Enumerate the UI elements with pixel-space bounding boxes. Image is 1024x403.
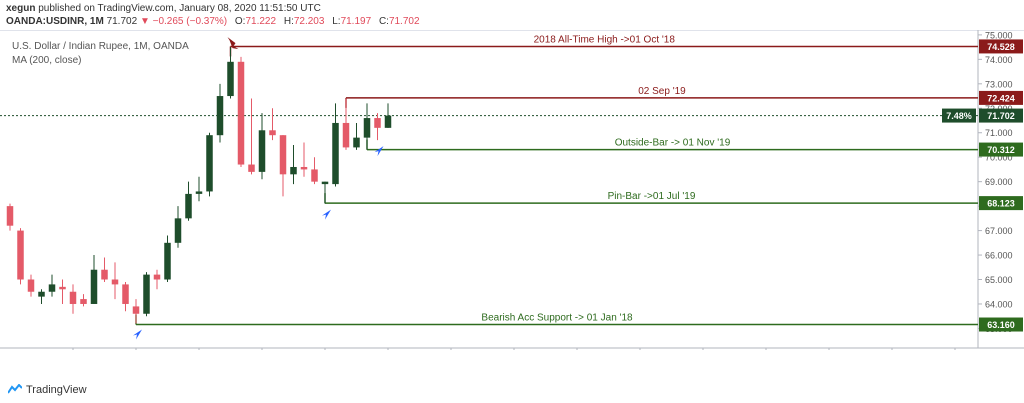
change-arrow-icon: ▼	[139, 16, 150, 27]
low-label: L:	[332, 16, 341, 27]
candle-down[interactable]	[374, 118, 381, 128]
candle-up[interactable]	[353, 137, 360, 148]
level-price-text: 70.312	[987, 145, 1015, 155]
level-price-text: 68.123	[987, 199, 1015, 209]
y-tick-label: 73.000	[985, 79, 1013, 89]
candle-down[interactable]	[111, 279, 119, 285]
candle-down[interactable]	[342, 122, 350, 148]
candle-up[interactable]	[90, 269, 98, 304]
level-label: 02 Sep '19	[638, 86, 686, 97]
candle-up[interactable]	[164, 242, 171, 280]
author-name[interactable]: xegun	[6, 3, 36, 14]
candle-down[interactable]	[153, 274, 161, 280]
candle-up[interactable]	[48, 284, 56, 292]
candle-up[interactable]	[363, 118, 371, 138]
sell-signal-arrow-icon[interactable]	[227, 37, 239, 50]
level-label: 2018 All-Time High ->01 Oct '18	[534, 34, 676, 45]
y-tick-label: 65.000	[985, 275, 1013, 285]
candle-up[interactable]	[216, 96, 224, 136]
candle-down[interactable]	[17, 230, 24, 280]
chart-legend: U.S. Dollar / Indian Rupee, 1M, OANDA MA…	[12, 40, 189, 68]
legend-title: U.S. Dollar / Indian Rupee, 1M, OANDA	[12, 41, 189, 52]
open-value: 71.222	[245, 16, 277, 27]
buy-signal-arrow-icon[interactable]	[322, 209, 331, 220]
y-tick-label: 74.000	[985, 55, 1013, 65]
level-price-text: 72.424	[987, 93, 1015, 103]
close-value: 71.702	[388, 16, 420, 27]
candle-down[interactable]	[237, 61, 245, 165]
level-price-tag	[979, 142, 1023, 157]
high-label: H:	[283, 16, 294, 27]
low-value: 71.197	[340, 16, 372, 27]
candle-down[interactable]	[6, 206, 14, 226]
chart-header: xegun published on TradingView.com, Janu…	[0, 0, 1024, 31]
legend-indicator[interactable]: MA (200, close)	[12, 55, 82, 66]
candle-up[interactable]	[227, 61, 234, 97]
y-tick-label: 69.000	[985, 177, 1013, 187]
candle-up[interactable]	[206, 135, 213, 192]
chart-footer: TradingView	[0, 379, 1024, 403]
candle-down[interactable]	[279, 135, 287, 175]
level-price-tag	[979, 90, 1023, 105]
candle-down[interactable]	[311, 169, 318, 182]
price-chart[interactable]: 63.00064.00065.00066.00067.00068.00069.0…	[0, 30, 1024, 350]
y-tick-label: 71.000	[985, 128, 1013, 138]
tradingview-logo-icon	[8, 384, 22, 394]
current-price-tag	[979, 108, 1023, 123]
candle-down[interactable]	[269, 130, 276, 136]
ohlc-line: OANDA:USDINR, 1M 71.702 ▼ −0.265 (−0.37%…	[6, 16, 420, 27]
candle-down[interactable]	[122, 284, 129, 304]
candle-down[interactable]	[248, 164, 255, 172]
brand-name: TradingView	[26, 384, 87, 396]
change-percent-tag	[942, 108, 976, 123]
candle-down[interactable]	[132, 306, 140, 314]
candle-down[interactable]	[59, 286, 66, 290]
y-tick-label: 75.000	[985, 30, 1013, 40]
buy-signal-arrow-icon[interactable]	[374, 146, 384, 157]
candle-up[interactable]	[185, 193, 192, 219]
buy-signal-arrow-icon[interactable]	[133, 329, 142, 340]
candle-up[interactable]	[195, 191, 203, 194]
level-label: Bearish Acc Support -> 01 Jan '18	[481, 313, 633, 324]
close-label: C:	[378, 16, 389, 27]
symbol-label: OANDA:USDINR, 1M	[6, 16, 104, 27]
candle-up[interactable]	[290, 166, 297, 175]
y-tick-label: 70.000	[985, 153, 1013, 163]
candle-down[interactable]	[69, 291, 77, 304]
y-tick-label: 64.000	[985, 299, 1013, 309]
level-price-text: 63.160	[987, 320, 1015, 330]
candle-up[interactable]	[143, 274, 150, 314]
candle-up[interactable]	[174, 218, 182, 243]
candle-up[interactable]	[38, 291, 45, 297]
publish-line: xegun published on TradingView.com, Janu…	[6, 3, 321, 14]
candle-up[interactable]	[384, 115, 392, 128]
tradingview-logo[interactable]: TradingView	[8, 384, 87, 396]
level-label: Outside-Bar -> 01 Nov '19	[615, 138, 731, 149]
change-percent-text: 7.48%	[946, 111, 972, 121]
candle-up[interactable]	[332, 122, 339, 185]
change-value: −0.265 (−0.37%)	[152, 16, 228, 27]
last-price: 71.702	[106, 16, 138, 27]
open-label: O:	[234, 16, 246, 27]
y-tick-label: 66.000	[985, 251, 1013, 261]
level-price-tag	[979, 196, 1023, 211]
current-price-text: 71.702	[987, 111, 1015, 121]
candle-up[interactable]	[321, 181, 329, 185]
level-price-text: 74.528	[987, 42, 1015, 52]
level-price-tag	[979, 317, 1023, 332]
candle-down[interactable]	[27, 279, 35, 292]
candle-down[interactable]	[300, 166, 308, 170]
publish-info: published on TradingView.com, January 08…	[38, 3, 321, 14]
candle-up[interactable]	[258, 130, 266, 172]
level-label: Pin-Bar ->01 Jul '19	[608, 191, 696, 202]
high-value: 72.203	[293, 16, 325, 27]
y-tick-label: 67.000	[985, 226, 1013, 236]
candle-down[interactable]	[101, 269, 108, 280]
candle-down[interactable]	[80, 299, 87, 304]
level-price-tag	[979, 39, 1023, 54]
